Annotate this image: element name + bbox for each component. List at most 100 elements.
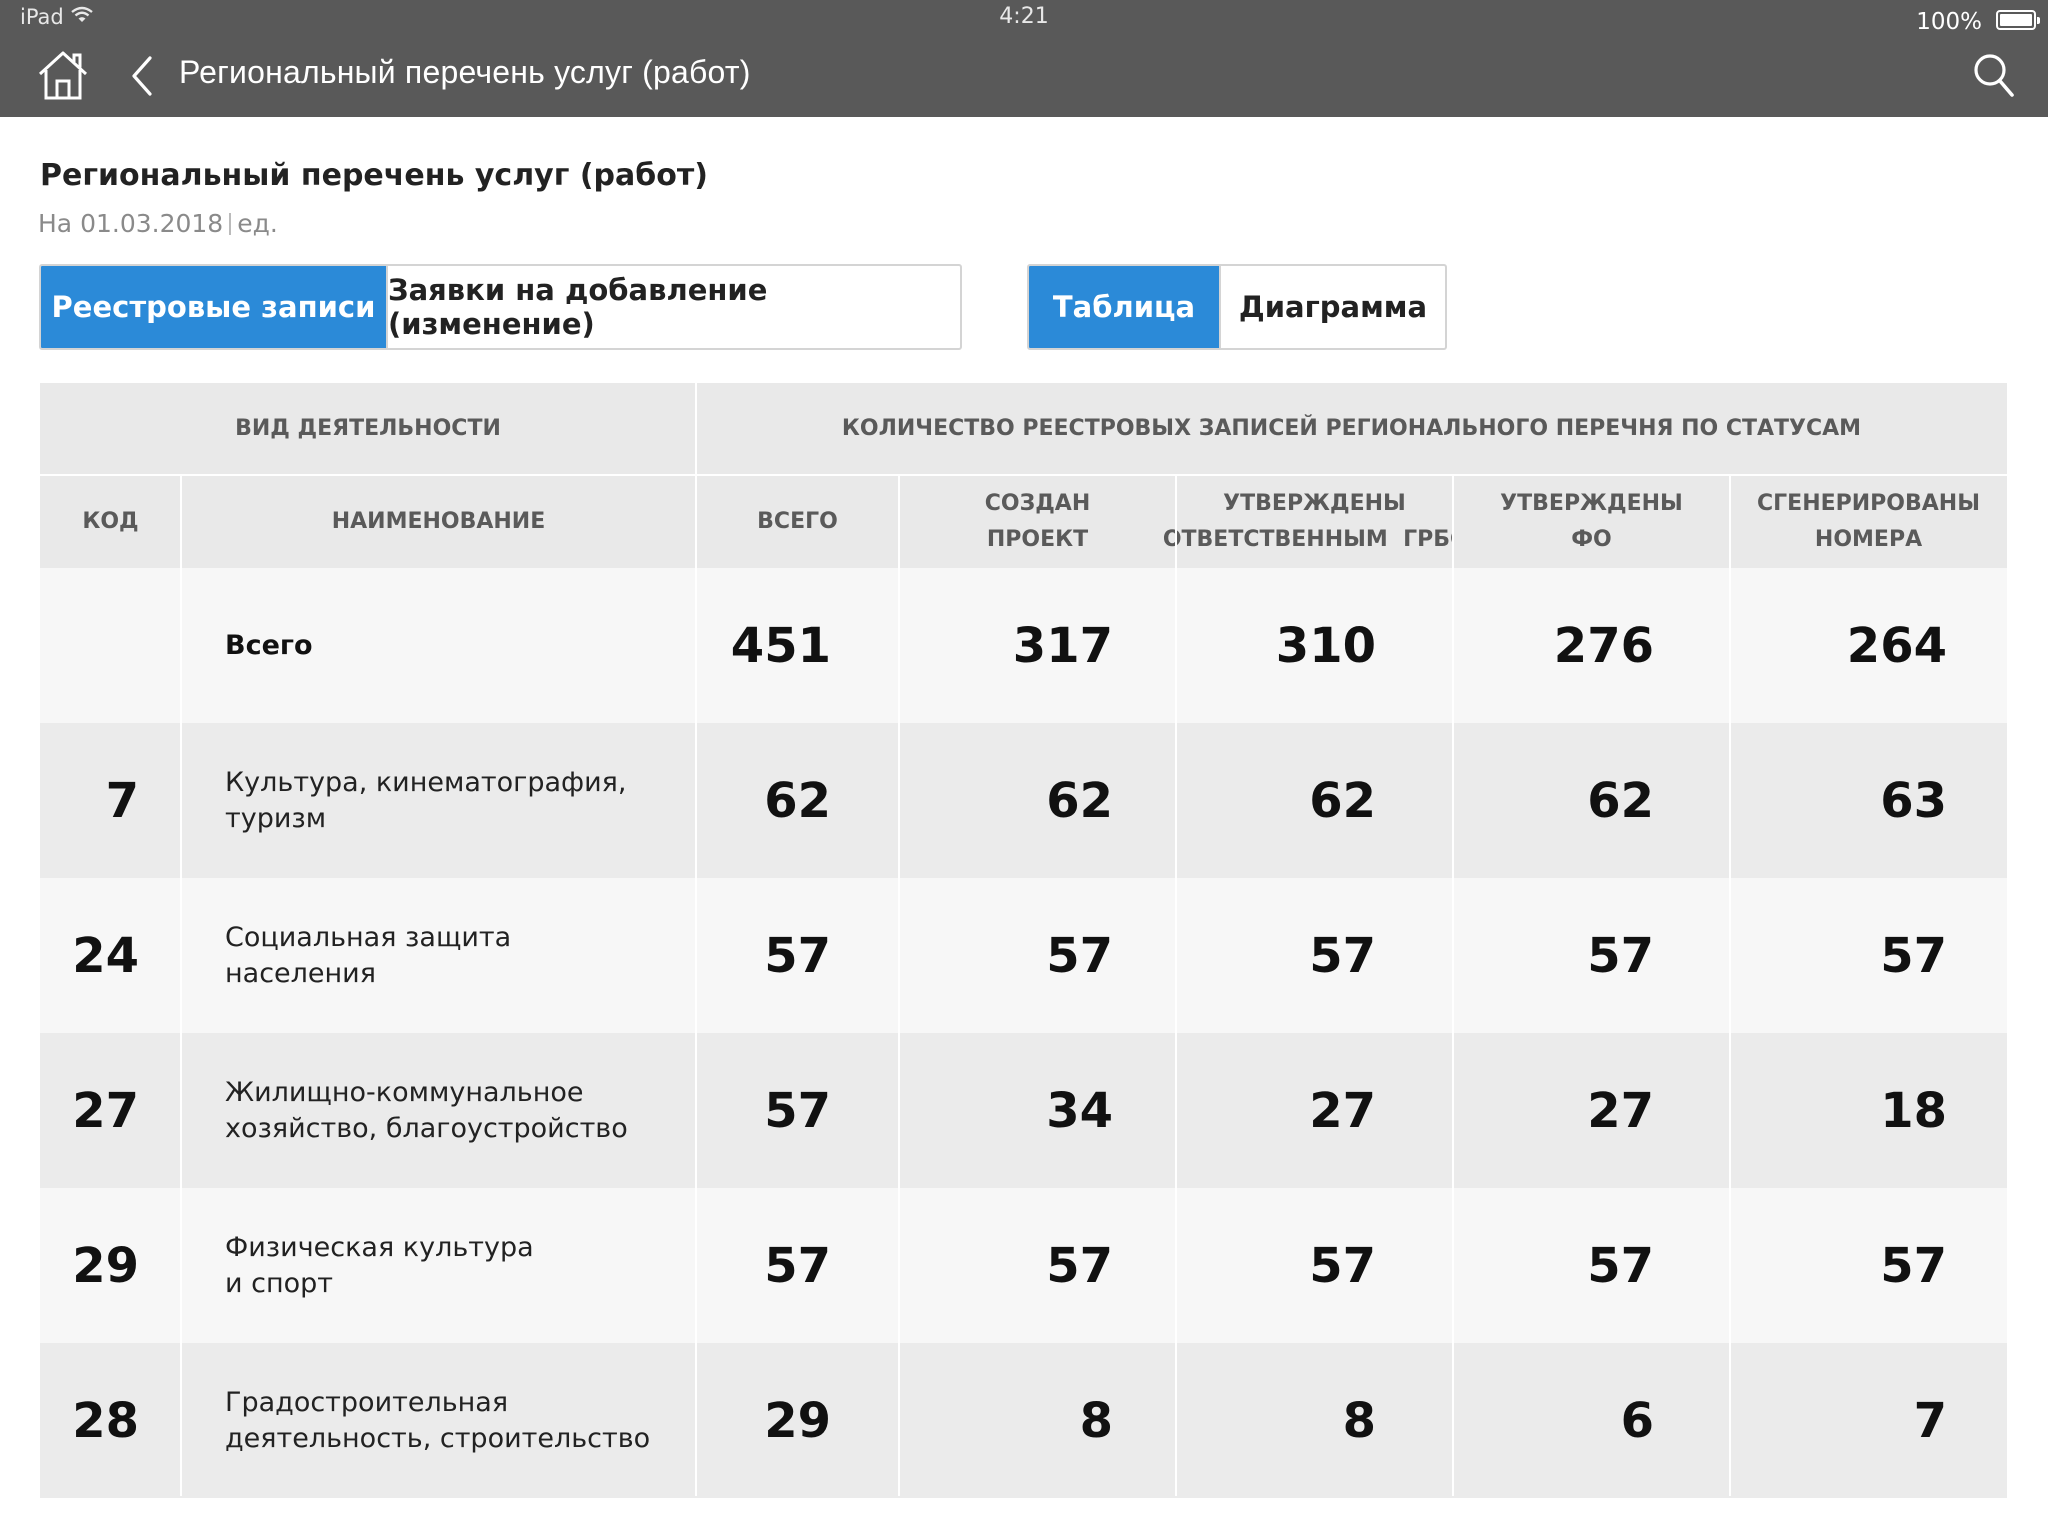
header-name: НАИМЕНОВАНИЕ (181, 475, 696, 568)
cell-name: Социальная защита населения (181, 878, 696, 1033)
subtitle-divider (229, 213, 232, 235)
cell-total: 57 (764, 927, 831, 984)
header-approved-grbs-line1: УТВЕРЖДЕНЫ (1223, 490, 1406, 516)
cell-name-line: Культура, кинематография, (225, 766, 627, 798)
column-divider (898, 475, 900, 1496)
cell-approved-grbs: 310 (1275, 617, 1376, 674)
cell-approved-grbs: 62 (1309, 772, 1376, 829)
cell-approved-fo: 6 (1620, 1392, 1654, 1449)
table-row[interactable]: 24 Социальная защита населения 57 57 57 57 57 (40, 878, 2007, 1033)
search-icon (1974, 54, 2014, 97)
cell-created-project: 8 (1079, 1392, 1113, 1449)
table-row[interactable]: 27 Жилищно-коммунальное хозяйство, благоус… (40, 1033, 2007, 1188)
table-row[interactable]: 28 Градостроительная деятельность, строите… (40, 1343, 2007, 1498)
nav-title: Региональный перечень услуг (работ) (179, 54, 751, 90)
cell-total: 62 (764, 772, 831, 829)
table-row[interactable]: 7 Культура, кинематография, туризм 62 62 62 62… (40, 723, 2007, 878)
header-divider (696, 474, 2007, 476)
table-row[interactable]: Всего 451 317 310 276 264 (40, 568, 2007, 723)
cell-approved-grbs: 27 (1309, 1082, 1376, 1139)
cell-name-line: деятельность, строительство (225, 1422, 651, 1454)
cell-created-project: 57 (1046, 1237, 1113, 1294)
cell-approved-fo: 62 (1587, 772, 1654, 829)
header-approved-grbs: УТВЕРЖДЕНЫ ОТВЕТСТВЕННЫМ ГРБС (1163, 475, 1466, 568)
cell-name: Физическая культура и спорт (181, 1188, 696, 1343)
cell-approved-fo: 57 (1587, 1237, 1654, 1294)
wifi-icon (70, 6, 94, 28)
header-approved-fo-line1: УТВЕРЖДЕНЫ (1500, 490, 1683, 516)
table-row[interactable]: 29 Физическая культура и спорт 57 57 57 57 57 (40, 1188, 2007, 1343)
header-divider-left (40, 474, 696, 476)
status-time: 4:21 (999, 4, 1049, 29)
cell-approved-grbs: 57 (1309, 927, 1376, 984)
tab-diagram[interactable]: Диаграмма (1219, 266, 1445, 348)
cell-approved-grbs: 8 (1342, 1392, 1376, 1449)
cell-name-line: туризм (225, 802, 327, 834)
cell-approved-grbs: 57 (1309, 1237, 1376, 1294)
header-approved-grbs-line2: ОТВЕТСТВЕННЫМ ГРБС (1162, 526, 1467, 552)
cell-created-project: 62 (1046, 772, 1113, 829)
cell-name-line: Физическая культура (225, 1231, 534, 1263)
cell-name: Градостроительная деятельность, строитель… (181, 1343, 696, 1498)
cell-approved-fo: 276 (1553, 617, 1654, 674)
header-activity: ВИД ДЕЯТЕЛЬНОСТИ (40, 383, 696, 475)
cell-generated-numbers: 57 (1880, 1237, 1947, 1294)
cell-name-line: населения (225, 957, 376, 989)
header-generated-line2: НОМЕРА (1814, 526, 1923, 552)
cell-name: Жилищно-коммунальное хозяйство, благоустр… (181, 1033, 696, 1188)
cell-generated-numbers: 18 (1880, 1082, 1947, 1139)
cell-generated-numbers: 264 (1846, 617, 1947, 674)
battery-icon (1996, 10, 2040, 30)
cell-approved-fo: 57 (1587, 927, 1654, 984)
tab-registry-records[interactable]: Реестровые записи (41, 266, 386, 348)
header-created-project: СОЗДАН ПРОЕКТ (899, 475, 1176, 568)
mode-segmented-control: Реестровые записи Заявки на добавление (… (39, 264, 962, 350)
tab-table[interactable]: Таблица (1029, 266, 1219, 348)
header-code: КОД (40, 475, 181, 568)
cell-created-project: 57 (1046, 927, 1113, 984)
column-divider (1452, 475, 1454, 1496)
cell-name-line: Всего (225, 629, 313, 661)
search-button[interactable] (1972, 52, 2016, 100)
cell-created-project: 317 (1012, 617, 1113, 674)
cell-name: Культура, кинематография, туризм (181, 723, 696, 878)
chevron-left-icon (132, 56, 152, 96)
header-created-line2: ПРОЕКТ (986, 526, 1089, 552)
cell-code: 7 (105, 772, 139, 829)
header-created-line1: СОЗДАН (984, 490, 1091, 516)
cell-total: 57 (764, 1082, 831, 1139)
column-divider (180, 475, 182, 1496)
home-icon (38, 51, 88, 100)
column-divider (1175, 475, 1177, 1496)
header-approved-fo-line2: ФО (1571, 526, 1612, 552)
top-bar: iPad 4:21 100% Региональный перечень усл… (0, 0, 2048, 117)
battery-percentage: 100% (1916, 9, 1982, 35)
header-status-counts: КОЛИЧЕСТВО РЕЕСТРОВЫХ ЗАПИСЕЙ РЕГИОНАЛЬН… (696, 383, 2007, 475)
tab-add-requests[interactable]: Заявки на добавление (изменение) (386, 266, 960, 348)
cell-code: 28 (72, 1392, 139, 1449)
cell-total: 57 (764, 1237, 831, 1294)
column-divider (1729, 475, 1731, 1496)
home-button[interactable] (36, 48, 90, 102)
report-date: На 01.03.2018 ед. (38, 209, 278, 238)
back-button[interactable] (128, 54, 158, 98)
header-total: ВСЕГО (696, 475, 899, 568)
cell-code: 24 (72, 927, 139, 984)
view-segmented-control: Таблица Диаграмма (1027, 264, 1447, 350)
cell-code: 27 (72, 1082, 139, 1139)
cell-generated-numbers: 57 (1880, 927, 1947, 984)
cell-code: 29 (72, 1237, 139, 1294)
page-title: Региональный перечень услуг (работ) (40, 158, 708, 193)
cell-name-line: Социальная защита (225, 921, 512, 953)
cell-name: Всего (181, 568, 696, 723)
cell-code (40, 568, 181, 723)
cell-name-line: Градостроительная (225, 1386, 509, 1418)
cell-name-line: и спорт (225, 1267, 334, 1299)
cell-name-line: хозяйство, благоустройство (225, 1112, 628, 1144)
header-generated-numbers: СГЕНЕРИРОВАНЫ НОМЕРА (1730, 475, 2007, 568)
header-generated-line1: СГЕНЕРИРОВАНЫ (1757, 490, 1980, 516)
cell-approved-fo: 27 (1587, 1082, 1654, 1139)
cell-total: 451 (730, 617, 831, 674)
cell-generated-numbers: 63 (1880, 772, 1947, 829)
cell-total: 29 (764, 1392, 831, 1449)
